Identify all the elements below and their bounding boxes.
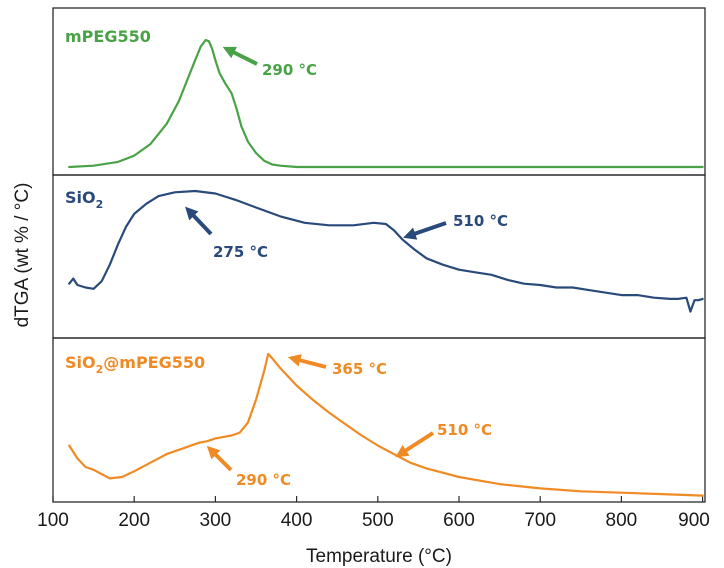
- annotation-label-blend-365: 365 °C: [332, 360, 387, 378]
- series-label-sio2-mpeg550-sub: 2: [96, 363, 104, 376]
- series-label-sio2-main: SiO: [65, 188, 96, 207]
- panel-frame-sio2-mpeg550: [52, 337, 706, 503]
- x-tick-label-900: 900: [678, 510, 710, 531]
- series-label-sio2-mpeg550: SiO2@mPEG550: [65, 353, 205, 376]
- series-label-sio2-sub: 2: [96, 198, 104, 211]
- annotation-label-sio2-510: 510 °C: [453, 212, 508, 230]
- x-tick-label-300: 300: [200, 510, 232, 531]
- annotation-label-mpeg550-290: 290 °C: [262, 61, 317, 79]
- x-tick-label-600: 600: [443, 510, 475, 531]
- x-tick-label-800: 800: [606, 510, 638, 531]
- annotation-arrow-sio2-510: [403, 221, 447, 240]
- series-line-sio2: [68, 189, 704, 313]
- series-label-sio2-mpeg550-tail: @mPEG550: [103, 353, 205, 372]
- x-axis-ticks: 100 200 300 400 500 600 700 800 900: [37, 496, 710, 531]
- annotation-label-sio2-275: 275 °C: [213, 243, 268, 261]
- series-label-sio2: SiO2: [65, 188, 103, 211]
- series-line-sio2-mpeg550: [68, 352, 704, 497]
- series-label-mpeg550: mPEG550: [65, 27, 151, 46]
- annotation-arrow-blend-290: [206, 445, 233, 472]
- series-label-sio2-mpeg550-main: SiO: [65, 353, 96, 372]
- annotation-label-blend-510: 510 °C: [437, 421, 492, 439]
- series-line-mpeg550: [68, 38, 704, 169]
- x-tick-label-400: 400: [281, 510, 313, 531]
- x-tick-label-200: 200: [118, 510, 150, 531]
- annotation-arrow-blend-510: [395, 431, 435, 458]
- panel-frame-sio2: [52, 174, 706, 339]
- y-axis-title: dTGA (wt % / °C): [12, 183, 33, 328]
- annotation-arrow-mpeg550-290: [222, 46, 258, 66]
- annotation-arrow-blend-365: [287, 354, 327, 369]
- x-tick-label-500: 500: [362, 510, 394, 531]
- annotation-arrow-sio2-275: [185, 206, 213, 236]
- x-tick-label-100: 100: [37, 510, 69, 531]
- x-axis-title: Temperature (°C): [306, 546, 452, 567]
- annotation-label-blend-290: 290 °C: [236, 471, 291, 489]
- x-tick-label-700: 700: [524, 510, 556, 531]
